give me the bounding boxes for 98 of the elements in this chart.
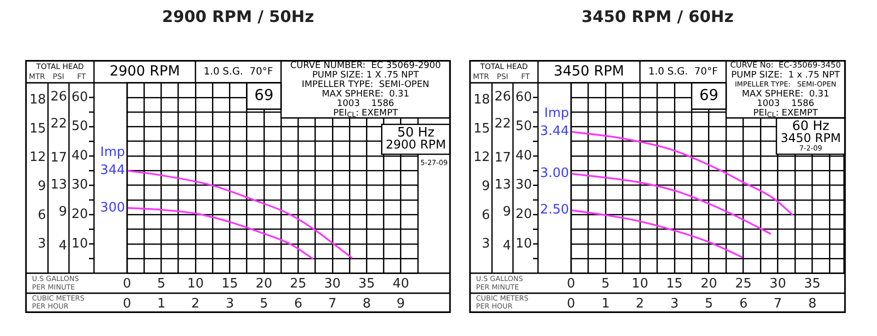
y-tick-label: 30 [515,178,532,193]
y3-tick-label: 9 [482,179,490,194]
annotation: 1003 1586 [336,99,394,110]
y2-tick-label: 17 [494,150,511,166]
x-tick-label: 0 [122,276,132,292]
x2-tick-label: 8 [808,296,817,312]
y-tick-label: 50 [71,119,88,134]
x-tick-label: 30 [324,276,341,292]
x-tick-label: 25 [290,276,306,292]
line-series [127,207,314,260]
x2-tick-label: 9 [396,296,405,312]
y2-tick-label: 9 [502,204,511,220]
y3-tick-label: 12 [473,150,490,166]
x2-tick-label: 2 [191,296,200,312]
y2-tick-label: 4 [502,238,511,254]
line-series [571,172,772,235]
y3-tick-label: 6 [38,208,46,223]
annotation: 69 [254,86,274,104]
y3-tick-label: 15 [473,121,490,136]
text: PUMP SIZE: 1 X .75 NPT [312,70,420,80]
x2-tick-label: 0 [566,296,576,312]
annotation: IMPELLER TYPE: SEMI-OPEN [302,80,430,90]
y2-tick-label: 13 [494,177,511,192]
line-series [127,170,352,259]
y-tick-label: 20 [515,206,532,222]
annotation: MAX SPHERE: 0.31 [322,89,410,100]
x-tick-label: 15 [221,276,238,292]
y-tick-label: 20 [71,206,88,222]
y-tick-label: 10 [71,236,88,252]
text: CURVE NUMBER: EC 35069-2900 [290,60,442,71]
x2-tick-label: 1 [601,296,610,312]
text: 1.0 S.G. 70°F [204,66,274,78]
x-tick-label: 35 [804,276,821,292]
x2-tick-label: 3 [670,296,679,312]
x-tick-label: 5 [601,276,610,292]
x-tick-label: 10 [187,276,204,292]
y2-tick-label: 4 [58,238,67,254]
y3-tick-label: 9 [38,179,46,194]
series-label: 3.44 [540,124,570,140]
y-tick-label: 40 [71,148,88,164]
series-label: 300 [100,200,126,216]
y-tick-label: 40 [515,148,532,164]
text: 3450 RPM [554,63,624,80]
text: Imp [100,145,125,160]
y2-tick-label: 13 [50,177,67,192]
x2-tick-label: 7 [328,296,336,312]
x2-tick-label: 7 [774,296,782,312]
y2-tick-label: 26 [494,89,511,104]
y-tick-label: 60 [515,90,532,105]
x2-tick-label: 6 [294,296,302,312]
y3-tick-label: 3 [482,236,490,252]
x2-tick-label: 2 [636,296,644,312]
x-tick-label: 5 [157,276,166,292]
y2-tick-label: 22 [50,116,67,132]
x-tick-label: 40 [392,276,410,292]
x2-tick-label: 3 [226,296,234,312]
text: Imp [544,106,569,122]
y2-tick-label: 22 [494,116,511,132]
x-tick-label: 15 [666,276,683,292]
annotation: 69 [699,86,718,104]
series-label: 2.50 [540,202,570,218]
line-series [571,209,743,258]
y2-tick-label: 26 [50,89,67,104]
x-tick-label: 20 [700,276,718,292]
x2-tick-label: 6 [739,296,748,312]
y3-tick-label: 15 [29,121,46,136]
y3-tick-label: 18 [473,92,490,108]
y2-tick-label: 17 [50,150,67,166]
y3-tick-label: 12 [29,150,46,166]
text: 2900 RPM [110,63,180,80]
series-label: 3.00 [540,166,570,181]
annotation: 1003 1586 [756,99,814,110]
y-tick-label: 60 [71,90,88,105]
text: PUMP SIZE: 1 x .75 NPT [731,70,840,80]
y-tick-label: 30 [71,178,88,193]
annotation: MAX SPHERE: 0.31 [742,89,830,100]
x-tick-label: 20 [256,276,272,292]
y3-tick-label: 3 [38,236,46,252]
x-tick-label: 0 [566,276,576,292]
y2-tick-label: 9 [58,204,67,220]
x-tick-label: 25 [735,276,752,292]
y-tick-label: 10 [515,236,532,252]
text: CURVE No: EC-35069-3450 [730,60,841,70]
text: 1.0 S.G. 70°F [648,66,718,78]
x-tick-label: 35 [358,276,375,292]
x2-tick-label: 1 [157,296,166,312]
chart-title: 2900 RPM / 50Hz [160,7,316,26]
x2-tick-label: 8 [362,296,371,312]
x2-tick-label: 5 [704,296,714,312]
x-tick-label: 10 [632,276,648,292]
y3-tick-label: 18 [29,92,46,108]
chart-title: 3450 RPM / 60Hz [580,7,735,26]
y3-tick-label: 6 [482,208,490,223]
x2-tick-label: 5 [260,296,268,312]
series-label: 344 [100,163,126,178]
y-tick-label: 50 [515,119,532,134]
x2-tick-label: 0 [122,296,132,312]
x-tick-label: 30 [770,276,786,292]
